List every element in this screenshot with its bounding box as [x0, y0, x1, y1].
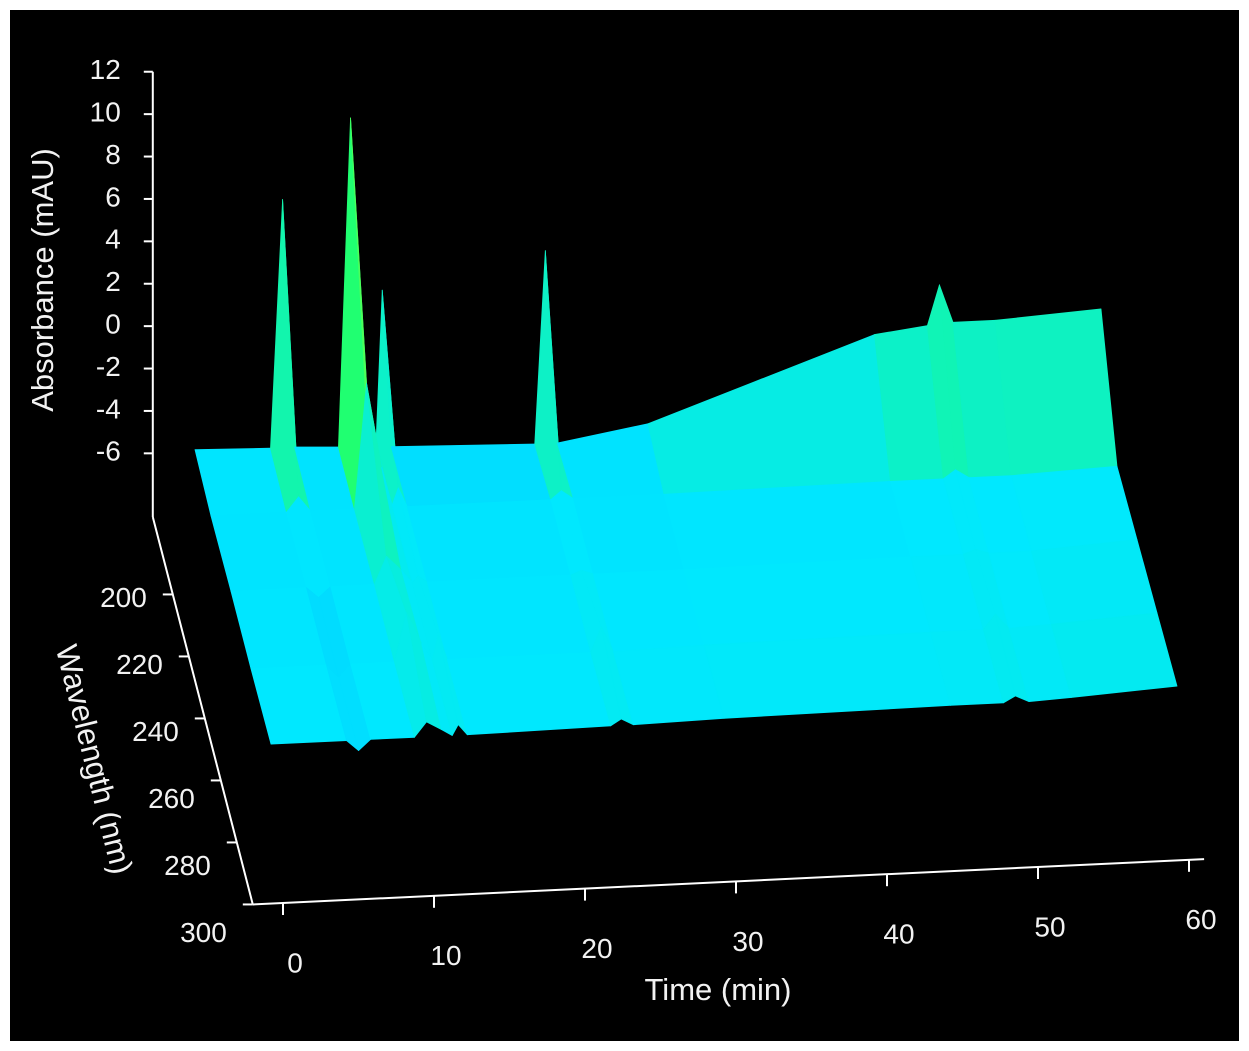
z-tick-label: -2 [96, 351, 121, 382]
y-tick-label: 280 [164, 850, 211, 881]
x-axis-title: Time (min) [645, 972, 792, 1007]
axes: -6 -4 -2 0 2 4 6 8 10 12 200 220 240 260 280 300 0 10 20 30… [90, 54, 1217, 978]
surface-cell [1050, 612, 1178, 698]
surface-cell [683, 556, 931, 646]
y-tick-label: 260 [148, 783, 195, 814]
x-axis-line [252, 858, 1205, 906]
surface-cell [703, 631, 951, 719]
y-tick-label: 240 [132, 716, 179, 747]
x-tick-label: 20 [581, 933, 612, 964]
x-tick-label: 40 [883, 919, 914, 950]
surface-cell [446, 652, 612, 736]
z-tick-label: 0 [105, 309, 121, 340]
z-tick-label: 8 [105, 139, 121, 170]
x-tick-label: 30 [732, 926, 763, 957]
y-axis-line [151, 516, 254, 905]
x-tick-label: 10 [430, 940, 461, 971]
z-tick-label: -4 [96, 393, 121, 424]
z-tick-label: 2 [105, 266, 121, 297]
y-tick-label: 200 [100, 582, 147, 613]
z-axis-title: Absorbance (mAU) [25, 148, 60, 412]
surface-cell [1030, 539, 1158, 625]
y-tick-label: 220 [116, 649, 163, 680]
surface-cell [994, 308, 1118, 477]
z-tick-label: 6 [105, 181, 121, 212]
x-tick-label: 50 [1034, 911, 1065, 942]
surface-cell [663, 480, 911, 571]
surface-cell [1010, 465, 1138, 552]
z-tick-label: 12 [90, 54, 121, 85]
z-tick-label: -6 [96, 436, 121, 467]
z-tick-label: 10 [90, 97, 121, 128]
surface [194, 117, 1178, 751]
z-tick-label: 4 [105, 224, 121, 255]
y-tick-label: 300 [180, 917, 227, 948]
surface-cell [406, 499, 572, 583]
x-tick-label: 0 [287, 947, 303, 978]
x-tick-label: 60 [1185, 904, 1216, 935]
surface-cell [390, 443, 552, 507]
surface-cell [426, 574, 592, 660]
